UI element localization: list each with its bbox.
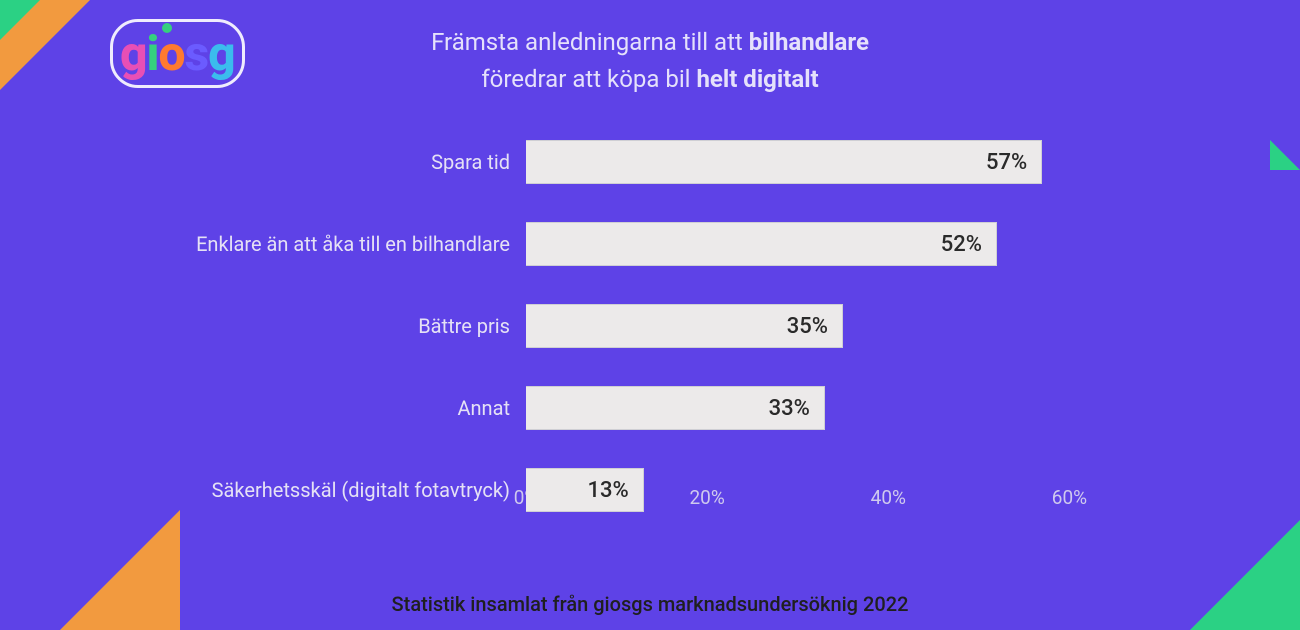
title-line2-pre: föredrar att köpa bil — [481, 65, 696, 93]
bar-track: 57% — [526, 140, 1160, 184]
bar-value: 52% — [941, 232, 982, 257]
bar-label: Annat — [140, 396, 526, 420]
bar-track: 13% — [526, 468, 1160, 512]
bar: 52% — [526, 222, 997, 266]
bar-label: Enklare än att åka till en bilhandlare — [140, 232, 526, 256]
bar-chart: 0%20%40%60% Spara tid57%Enklare än att å… — [140, 130, 1160, 560]
brand-logo: giosg — [120, 18, 235, 88]
source-caption: Statistik insamlat från giosgs marknadsu… — [0, 592, 1300, 616]
bar: 35% — [526, 304, 843, 348]
bar-track: 35% — [526, 304, 1160, 348]
chart-row: Säkerhetsskäl (digitalt fotavtryck) 13% — [140, 468, 1160, 512]
bar: 33% — [526, 386, 825, 430]
bar-value: 57% — [986, 150, 1027, 175]
bar-track: 52% — [526, 222, 1160, 266]
bar: 13% — [526, 468, 644, 512]
chart-row: Spara tid 57% — [140, 140, 1160, 184]
chart-row: Bättre pris 35% — [140, 304, 1160, 348]
title-line2-bold: helt digitalt — [696, 65, 818, 93]
bar-value: 13% — [588, 478, 629, 503]
bar: 57% — [526, 140, 1042, 184]
title-line1-bold: bilhandlare — [749, 28, 869, 56]
bar-label: Säkerhetsskäl (digitalt fotavtryck) — [140, 478, 526, 502]
brand-logo-text: giosg — [120, 25, 235, 82]
bar-track: 33% — [526, 386, 1160, 430]
chart-row: Enklare än att åka till en bilhandlare 52… — [140, 222, 1160, 266]
bar-label: Spara tid — [140, 150, 526, 174]
bar-label: Bättre pris — [140, 314, 526, 338]
title-line1-pre: Främsta anledningarna till att — [431, 28, 749, 56]
bar-value: 33% — [769, 396, 810, 421]
bar-value: 35% — [787, 314, 828, 339]
chart-row: Annat 33% — [140, 386, 1160, 430]
